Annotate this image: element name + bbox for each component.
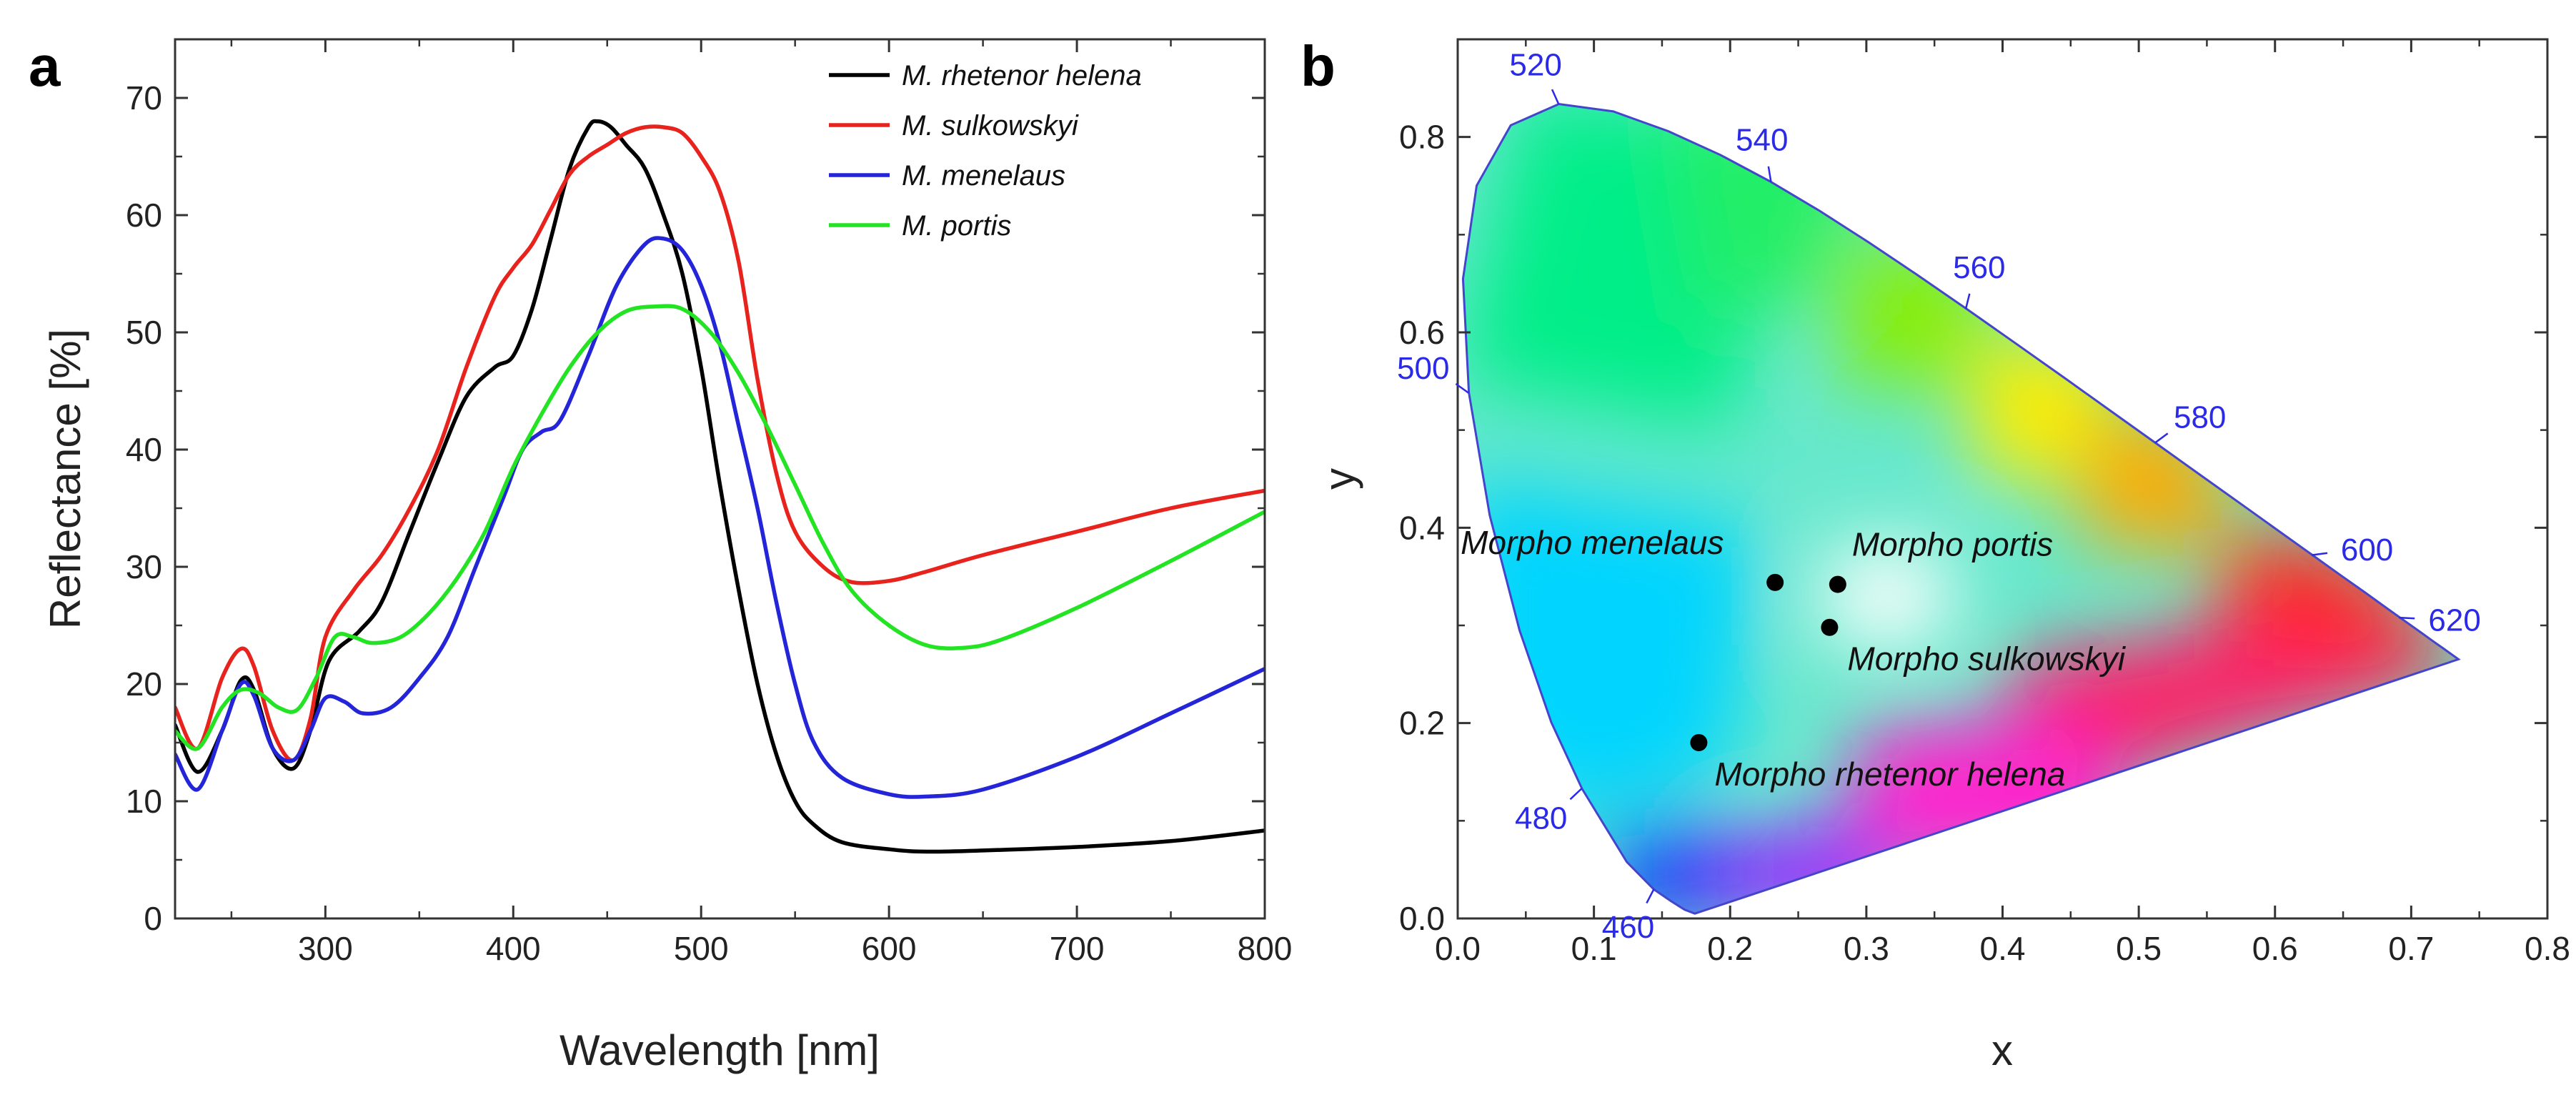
chart-a-frame xyxy=(174,38,1266,920)
y-tick-label: 0.8 xyxy=(1399,119,1445,156)
wavelength-label: 460 xyxy=(1602,910,1654,945)
chart-a-y-axis-title: Reflectance [%] xyxy=(41,329,89,629)
species-point-2 xyxy=(1829,575,1846,593)
gamut-region-12 xyxy=(1825,547,1949,645)
panel-label-a: a xyxy=(29,34,61,98)
wavelength-label: 580 xyxy=(2174,400,2226,435)
y-tick-label: 0 xyxy=(144,900,162,937)
x-tick-label: 0.6 xyxy=(2252,930,2298,967)
x-tick-label: 0.3 xyxy=(1844,930,1889,967)
wavelength-label: 600 xyxy=(2341,532,2393,568)
species-point-4 xyxy=(1690,734,1708,751)
species-points: Morpho menelaus Morpho portis Morpho sulko… xyxy=(1461,524,2127,793)
chart-a-legend: M. rhetenor helena M. sulkowskyi M. menela… xyxy=(829,60,1142,242)
wavelength-label: 520 xyxy=(1509,47,1561,82)
gamut-region-8 xyxy=(2002,625,2459,801)
y-tick-label: 30 xyxy=(126,548,162,585)
x-tick-label: 300 xyxy=(298,930,353,967)
wavelength-tick xyxy=(1569,788,1583,801)
species-point-1 xyxy=(1766,573,1784,591)
species-label-1: Morpho menelaus xyxy=(1461,524,1724,561)
wavelength-tick xyxy=(1767,166,1772,182)
wavelength-label: 540 xyxy=(1736,122,1788,157)
y-tick-label: 0.6 xyxy=(1399,314,1445,351)
wavelength-tick xyxy=(1551,89,1560,104)
wavelength-tick xyxy=(2312,552,2328,556)
legend-label-2: M. sulkowskyi xyxy=(902,110,1079,142)
chart-b-x-axis-title: x xyxy=(1991,1026,2013,1074)
x-tick-label: 0.1 xyxy=(1571,930,1617,967)
x-tick-label: 0.8 xyxy=(2525,930,2570,967)
gamut-color-regions xyxy=(1463,104,2459,914)
legend-label-1: M. rhetenor helena xyxy=(902,60,1142,91)
x-tick-label: 600 xyxy=(862,930,917,967)
panel-label-b: b xyxy=(1301,34,1336,98)
wavelength-label: 560 xyxy=(1953,250,2005,285)
reflectance-series-group xyxy=(175,119,1265,854)
series-line-3 xyxy=(175,236,1265,799)
spectral-locus-outline xyxy=(1461,102,2461,915)
chromaticity-chart: 0.0 0.1 0.2 0.3 0.4 0.5 0.6 0.7 0.8 0.0 0.2 0.4 0.6 0… xyxy=(1316,38,2570,1074)
y-tick-label: 50 xyxy=(126,314,162,351)
x-tick-label: 500 xyxy=(674,930,729,967)
x-tick-label: 400 xyxy=(486,930,541,967)
species-label-2: Morpho portis xyxy=(1852,526,2053,563)
series-line-4 xyxy=(175,304,1265,751)
wavelength-tick xyxy=(2154,432,2169,444)
gamut-region-7 xyxy=(2220,527,2459,665)
y-tick-label: 70 xyxy=(126,79,162,117)
wavelength-labels: 460 480 500 520 540 560 580 600 620 xyxy=(1397,47,2481,945)
x-tick-label: 800 xyxy=(1238,930,1293,967)
x-tick-label: 700 xyxy=(1050,930,1105,967)
y-tick-label: 60 xyxy=(126,197,162,234)
species-point-3 xyxy=(1821,618,1839,636)
y-tick-label: 40 xyxy=(126,431,162,468)
x-tick-label: 0.2 xyxy=(1707,930,1753,967)
wavelength-label: 500 xyxy=(1397,351,1449,386)
species-label-3: Morpho sulkowskyi xyxy=(1847,640,2126,678)
wavelength-label: 480 xyxy=(1515,801,1567,836)
wavelength-tick xyxy=(1964,293,1971,309)
x-tick-label: 0.7 xyxy=(2388,930,2434,967)
legend-label-4: M. portis xyxy=(902,210,1011,242)
y-tick-label: 10 xyxy=(126,783,162,820)
wavelength-tick xyxy=(1646,888,1655,904)
y-tick-label: 20 xyxy=(126,665,162,703)
species-label-4: Morpho rhetenor helena xyxy=(1714,755,2065,793)
wavelength-label: 620 xyxy=(2428,603,2480,638)
reflectance-chart: 300 400 500 600 700 800 0 10 20 30 40 50 60 70 Wavele… xyxy=(41,38,1293,1074)
series-line-2 xyxy=(175,124,1265,763)
x-tick-label: 0.0 xyxy=(1435,930,1481,967)
chart-b-y-axis-title: y xyxy=(1316,468,1363,490)
chart-a-x-axis-title: Wavelength [nm] xyxy=(560,1026,880,1074)
series-line-1 xyxy=(175,119,1265,854)
y-tick-label: 0.4 xyxy=(1399,509,1445,546)
y-tick-label: 0.0 xyxy=(1399,900,1445,937)
chart-b-ticks: 0.0 0.1 0.2 0.3 0.4 0.5 0.6 0.7 0.8 0.0 0.2 0.4 0.6 0… xyxy=(1399,38,2570,967)
x-tick-label: 0.5 xyxy=(2116,930,2162,967)
x-tick-label: 0.4 xyxy=(1980,930,2026,967)
legend-label-3: M. menelaus xyxy=(902,160,1065,192)
chart-a-ticks: 300 400 500 600 700 800 0 10 20 30 40 50 60 70 xyxy=(126,39,1293,967)
y-tick-label: 0.2 xyxy=(1399,705,1445,742)
wavelength-tick xyxy=(1455,382,1469,394)
